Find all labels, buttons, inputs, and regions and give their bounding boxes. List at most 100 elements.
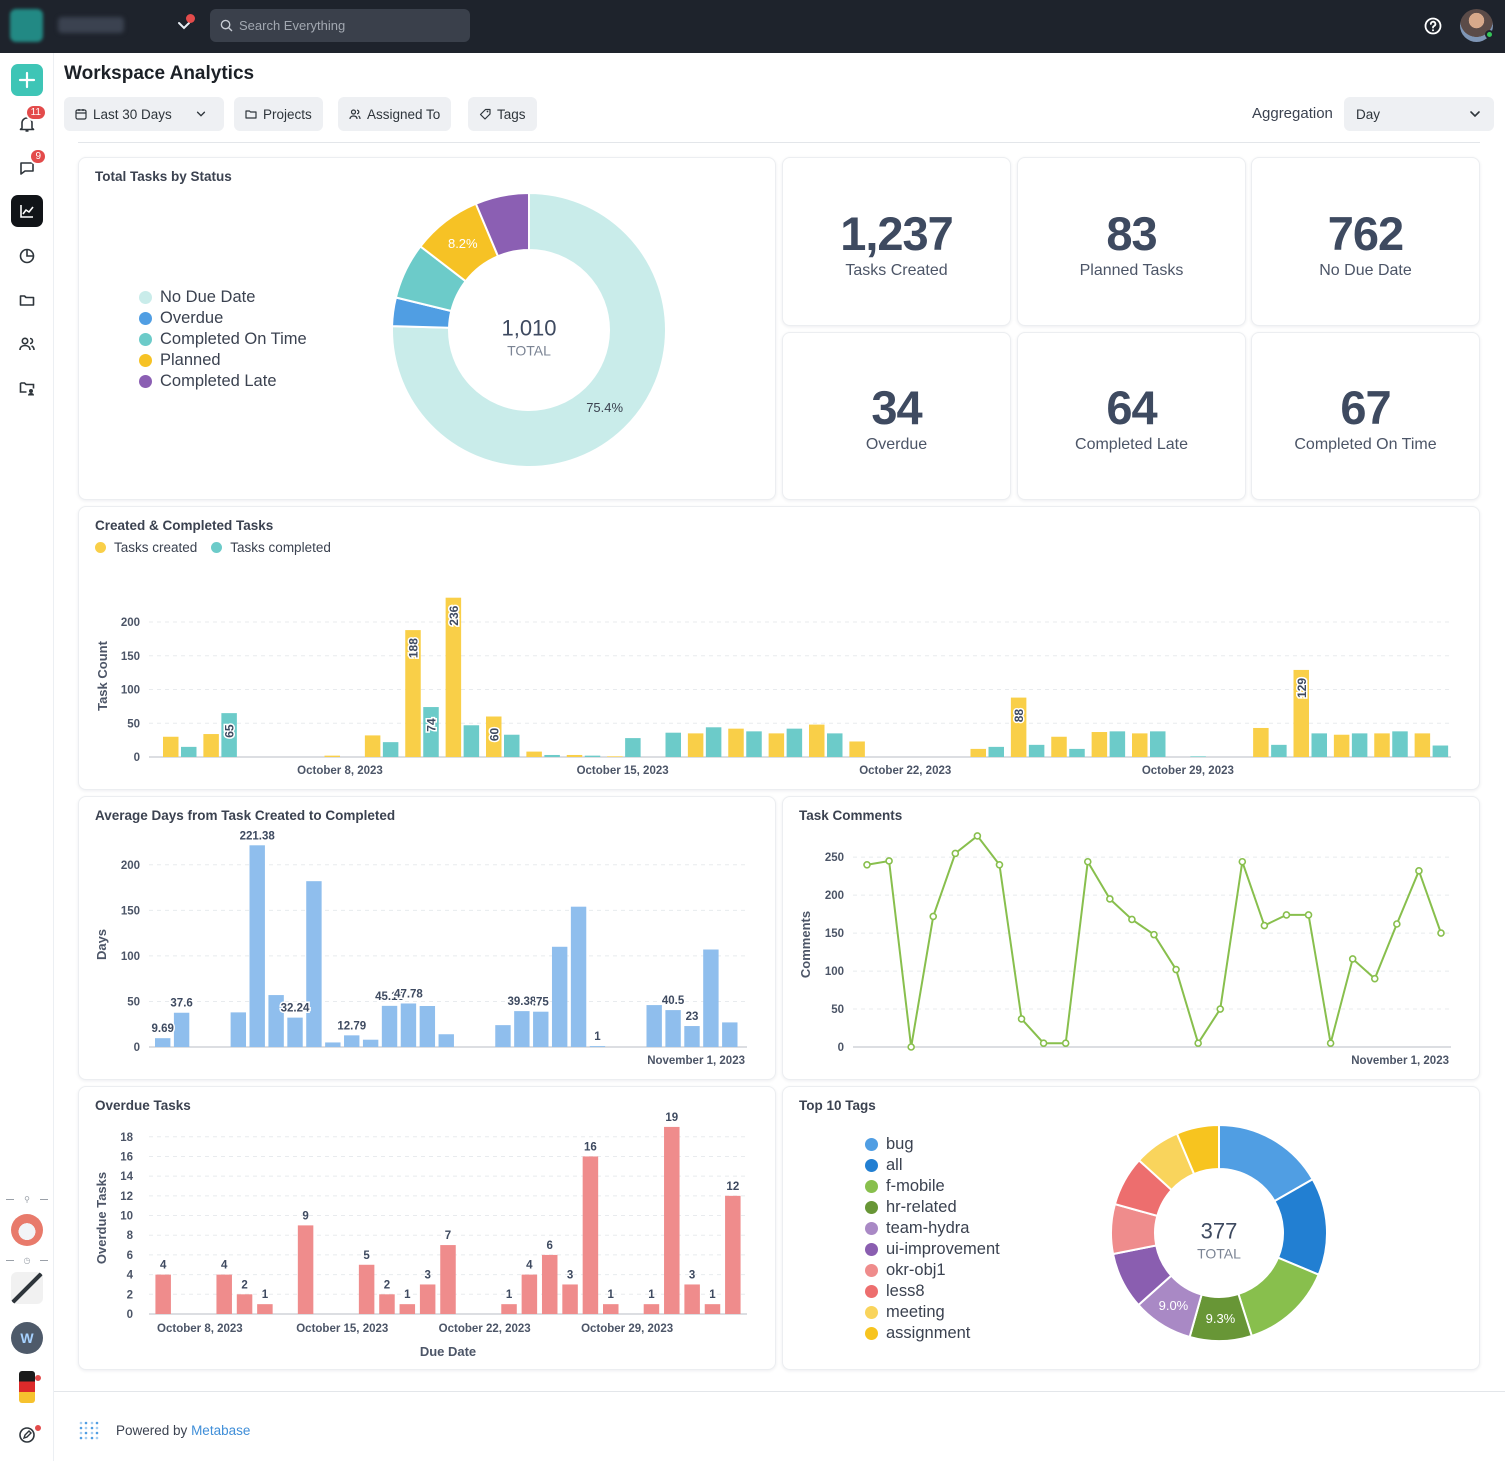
line-point[interactable] — [1216, 1005, 1225, 1013]
legend-item-meeting[interactable]: meeting — [865, 1302, 1000, 1323]
legend-item-assignment[interactable]: assignment — [865, 1323, 1000, 1344]
line-point[interactable] — [1128, 915, 1136, 924]
workspace-name[interactable] — [58, 17, 124, 33]
legend-item-all[interactable]: all — [865, 1155, 1000, 1176]
line-point[interactable] — [1017, 1015, 1026, 1023]
bar[interactable] — [249, 845, 265, 1047]
app-w[interactable]: W — [11, 1322, 43, 1354]
bar-tasks-completed[interactable] — [625, 738, 641, 757]
bar[interactable] — [501, 1304, 517, 1314]
bar[interactable] — [344, 1035, 360, 1047]
bar[interactable] — [664, 1126, 680, 1314]
donut-slice-assignment[interactable] — [1175, 1123, 1220, 1176]
bar[interactable] — [287, 1017, 303, 1047]
assigned-to-filter[interactable]: Assigned To — [338, 97, 452, 131]
aggregation-select[interactable]: Day — [1344, 97, 1494, 131]
line-point[interactable] — [1260, 921, 1269, 930]
bar[interactable] — [155, 1038, 171, 1047]
donut-slice-f-mobile[interactable] — [1237, 1256, 1320, 1338]
stat-card-overdue[interactable]: 34 Overdue — [782, 332, 1011, 500]
bar[interactable] — [379, 1294, 395, 1314]
bar-tasks-created[interactable] — [526, 751, 542, 757]
bar-tasks-completed[interactable] — [665, 732, 682, 757]
line-point[interactable] — [995, 860, 1004, 869]
bar-tasks-completed[interactable] — [584, 755, 601, 757]
line-point[interactable] — [1348, 955, 1357, 963]
bar-tasks-completed[interactable] — [1109, 731, 1126, 757]
bar[interactable] — [722, 1022, 738, 1047]
metabase-link[interactable]: Metabase — [191, 1423, 251, 1438]
bar-tasks-created[interactable] — [405, 630, 421, 757]
legend-item-created[interactable]: Tasks created — [95, 540, 197, 555]
bar-tasks-created[interactable] — [1010, 697, 1027, 757]
line-point[interactable] — [1437, 929, 1445, 937]
shared-folder-button[interactable] — [11, 372, 43, 404]
bar-tasks-completed[interactable] — [1432, 745, 1449, 757]
bar[interactable] — [440, 1245, 456, 1314]
bar[interactable] — [684, 1284, 700, 1314]
bar-tasks-created[interactable] — [728, 728, 744, 757]
app-fox[interactable] — [11, 1214, 43, 1246]
bar[interactable] — [521, 1274, 538, 1314]
bar-tasks-completed[interactable] — [1150, 731, 1166, 757]
line-point[interactable] — [951, 849, 960, 858]
bar-tasks-completed[interactable] — [1351, 733, 1368, 757]
line-point[interactable] — [863, 860, 871, 869]
notifications-button[interactable]: 11 — [11, 104, 47, 140]
bar[interactable] — [533, 1011, 549, 1047]
bar[interactable] — [665, 1010, 681, 1047]
bar-tasks-completed[interactable] — [827, 733, 843, 757]
bar-tasks-created[interactable] — [364, 735, 381, 757]
line-point[interactable] — [1415, 867, 1423, 875]
bar-tasks-completed[interactable] — [1028, 744, 1045, 757]
bar-tasks-created[interactable] — [1374, 733, 1390, 757]
line-point[interactable] — [907, 1043, 915, 1051]
bar-tasks-completed[interactable] — [705, 727, 722, 757]
bar[interactable] — [589, 1046, 606, 1047]
bar[interactable] — [704, 1304, 721, 1314]
legend-item-completed-late[interactable]: Completed Late — [139, 371, 307, 392]
app-dice[interactable] — [11, 1272, 43, 1304]
bar-tasks-created[interactable] — [1414, 733, 1431, 757]
bar-tasks-created[interactable] — [1293, 669, 1310, 757]
bar-tasks-completed[interactable] — [1271, 744, 1287, 757]
line-point[interactable] — [1172, 965, 1180, 974]
chevron-down-icon[interactable] — [174, 15, 194, 35]
bar[interactable] — [562, 1284, 578, 1314]
stat-card-planned-tasks[interactable]: 83 Planned Tasks — [1017, 157, 1246, 326]
workspace-logo[interactable] — [10, 9, 43, 42]
stat-card-no-due-date[interactable]: 762 No Due Date — [1251, 157, 1480, 326]
bar-tasks-completed[interactable] — [423, 707, 439, 757]
bar[interactable] — [514, 1011, 530, 1047]
line-point[interactable] — [1282, 911, 1291, 919]
bar-tasks-completed[interactable] — [1069, 748, 1085, 757]
line-point[interactable] — [885, 857, 893, 865]
bar-tasks-created[interactable] — [1051, 736, 1067, 757]
bar-tasks-completed[interactable] — [786, 728, 803, 757]
bar-tasks-created[interactable] — [324, 755, 341, 757]
projects-button[interactable] — [11, 284, 43, 316]
bar[interactable] — [306, 881, 322, 1047]
bar[interactable] — [582, 1156, 599, 1314]
analytics-button[interactable] — [11, 195, 43, 227]
bar-tasks-completed[interactable] — [463, 725, 480, 757]
bar[interactable] — [419, 1284, 436, 1314]
legend-item-less8[interactable]: less8 — [865, 1281, 1000, 1302]
line-point[interactable] — [1238, 857, 1247, 866]
settings-button[interactable] — [11, 1419, 43, 1451]
bar-tasks-created[interactable] — [203, 734, 219, 757]
bar-tasks-completed[interactable] — [1311, 733, 1328, 757]
people-button[interactable] — [11, 328, 43, 360]
projects-filter[interactable]: Projects — [234, 97, 323, 131]
bar[interactable] — [400, 1003, 417, 1047]
bar[interactable] — [399, 1304, 416, 1314]
bar[interactable] — [438, 1034, 454, 1047]
legend-item-overdue[interactable]: Overdue — [139, 308, 307, 329]
help-icon[interactable] — [1423, 16, 1443, 36]
bar[interactable] — [230, 1012, 247, 1047]
bar[interactable] — [216, 1274, 232, 1314]
bar[interactable] — [297, 1225, 314, 1314]
bar[interactable] — [725, 1195, 741, 1314]
legend-item-bug[interactable]: bug — [865, 1134, 1000, 1155]
donut-slice-completed-late[interactable] — [474, 191, 530, 258]
